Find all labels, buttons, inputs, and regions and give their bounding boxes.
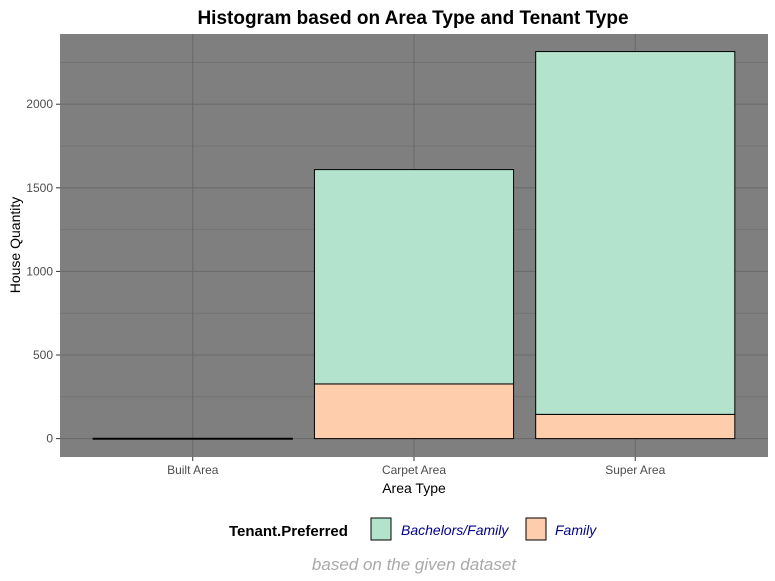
bar-bachelors-family-built-area bbox=[92, 437, 293, 440]
y-axis-title: House Quantity bbox=[7, 197, 23, 294]
y-tick-label: 1500 bbox=[26, 181, 53, 195]
bars bbox=[92, 51, 736, 440]
legend-key bbox=[525, 517, 547, 541]
bar-bachelors-family-carpet-area bbox=[313, 169, 515, 385]
legend: Tenant.Preferred Bachelors/Family Family bbox=[229, 517, 597, 541]
chart-title: Histogram based on Area Type and Tenant … bbox=[197, 8, 628, 29]
x-axis-title: Area Type bbox=[382, 480, 446, 496]
y-tick-label: 500 bbox=[33, 348, 53, 362]
bar-family-super-area bbox=[535, 413, 736, 440]
bar-family-carpet-area bbox=[313, 383, 515, 440]
legend-label: Bachelors/Family bbox=[401, 522, 509, 538]
legend-label: Family bbox=[555, 522, 597, 538]
x-tick-label: Carpet Area bbox=[382, 463, 446, 477]
caption: based on the given dataset bbox=[312, 555, 517, 574]
y-tick-label: 0 bbox=[46, 432, 53, 446]
y-tick-label: 2000 bbox=[26, 97, 53, 111]
x-tick-label: Built Area bbox=[167, 463, 219, 477]
bar-bachelors-family-super-area bbox=[535, 51, 736, 415]
y-tick-label: 1000 bbox=[26, 264, 53, 278]
y-axis-ticks: 0 500 1000 1500 2000 bbox=[26, 97, 60, 446]
legend-key bbox=[370, 517, 392, 541]
x-tick-label: Super Area bbox=[605, 463, 665, 477]
legend-title: Tenant.Preferred bbox=[229, 523, 348, 540]
x-axis-ticks: Built Area Carpet Area Super Area bbox=[167, 457, 666, 477]
